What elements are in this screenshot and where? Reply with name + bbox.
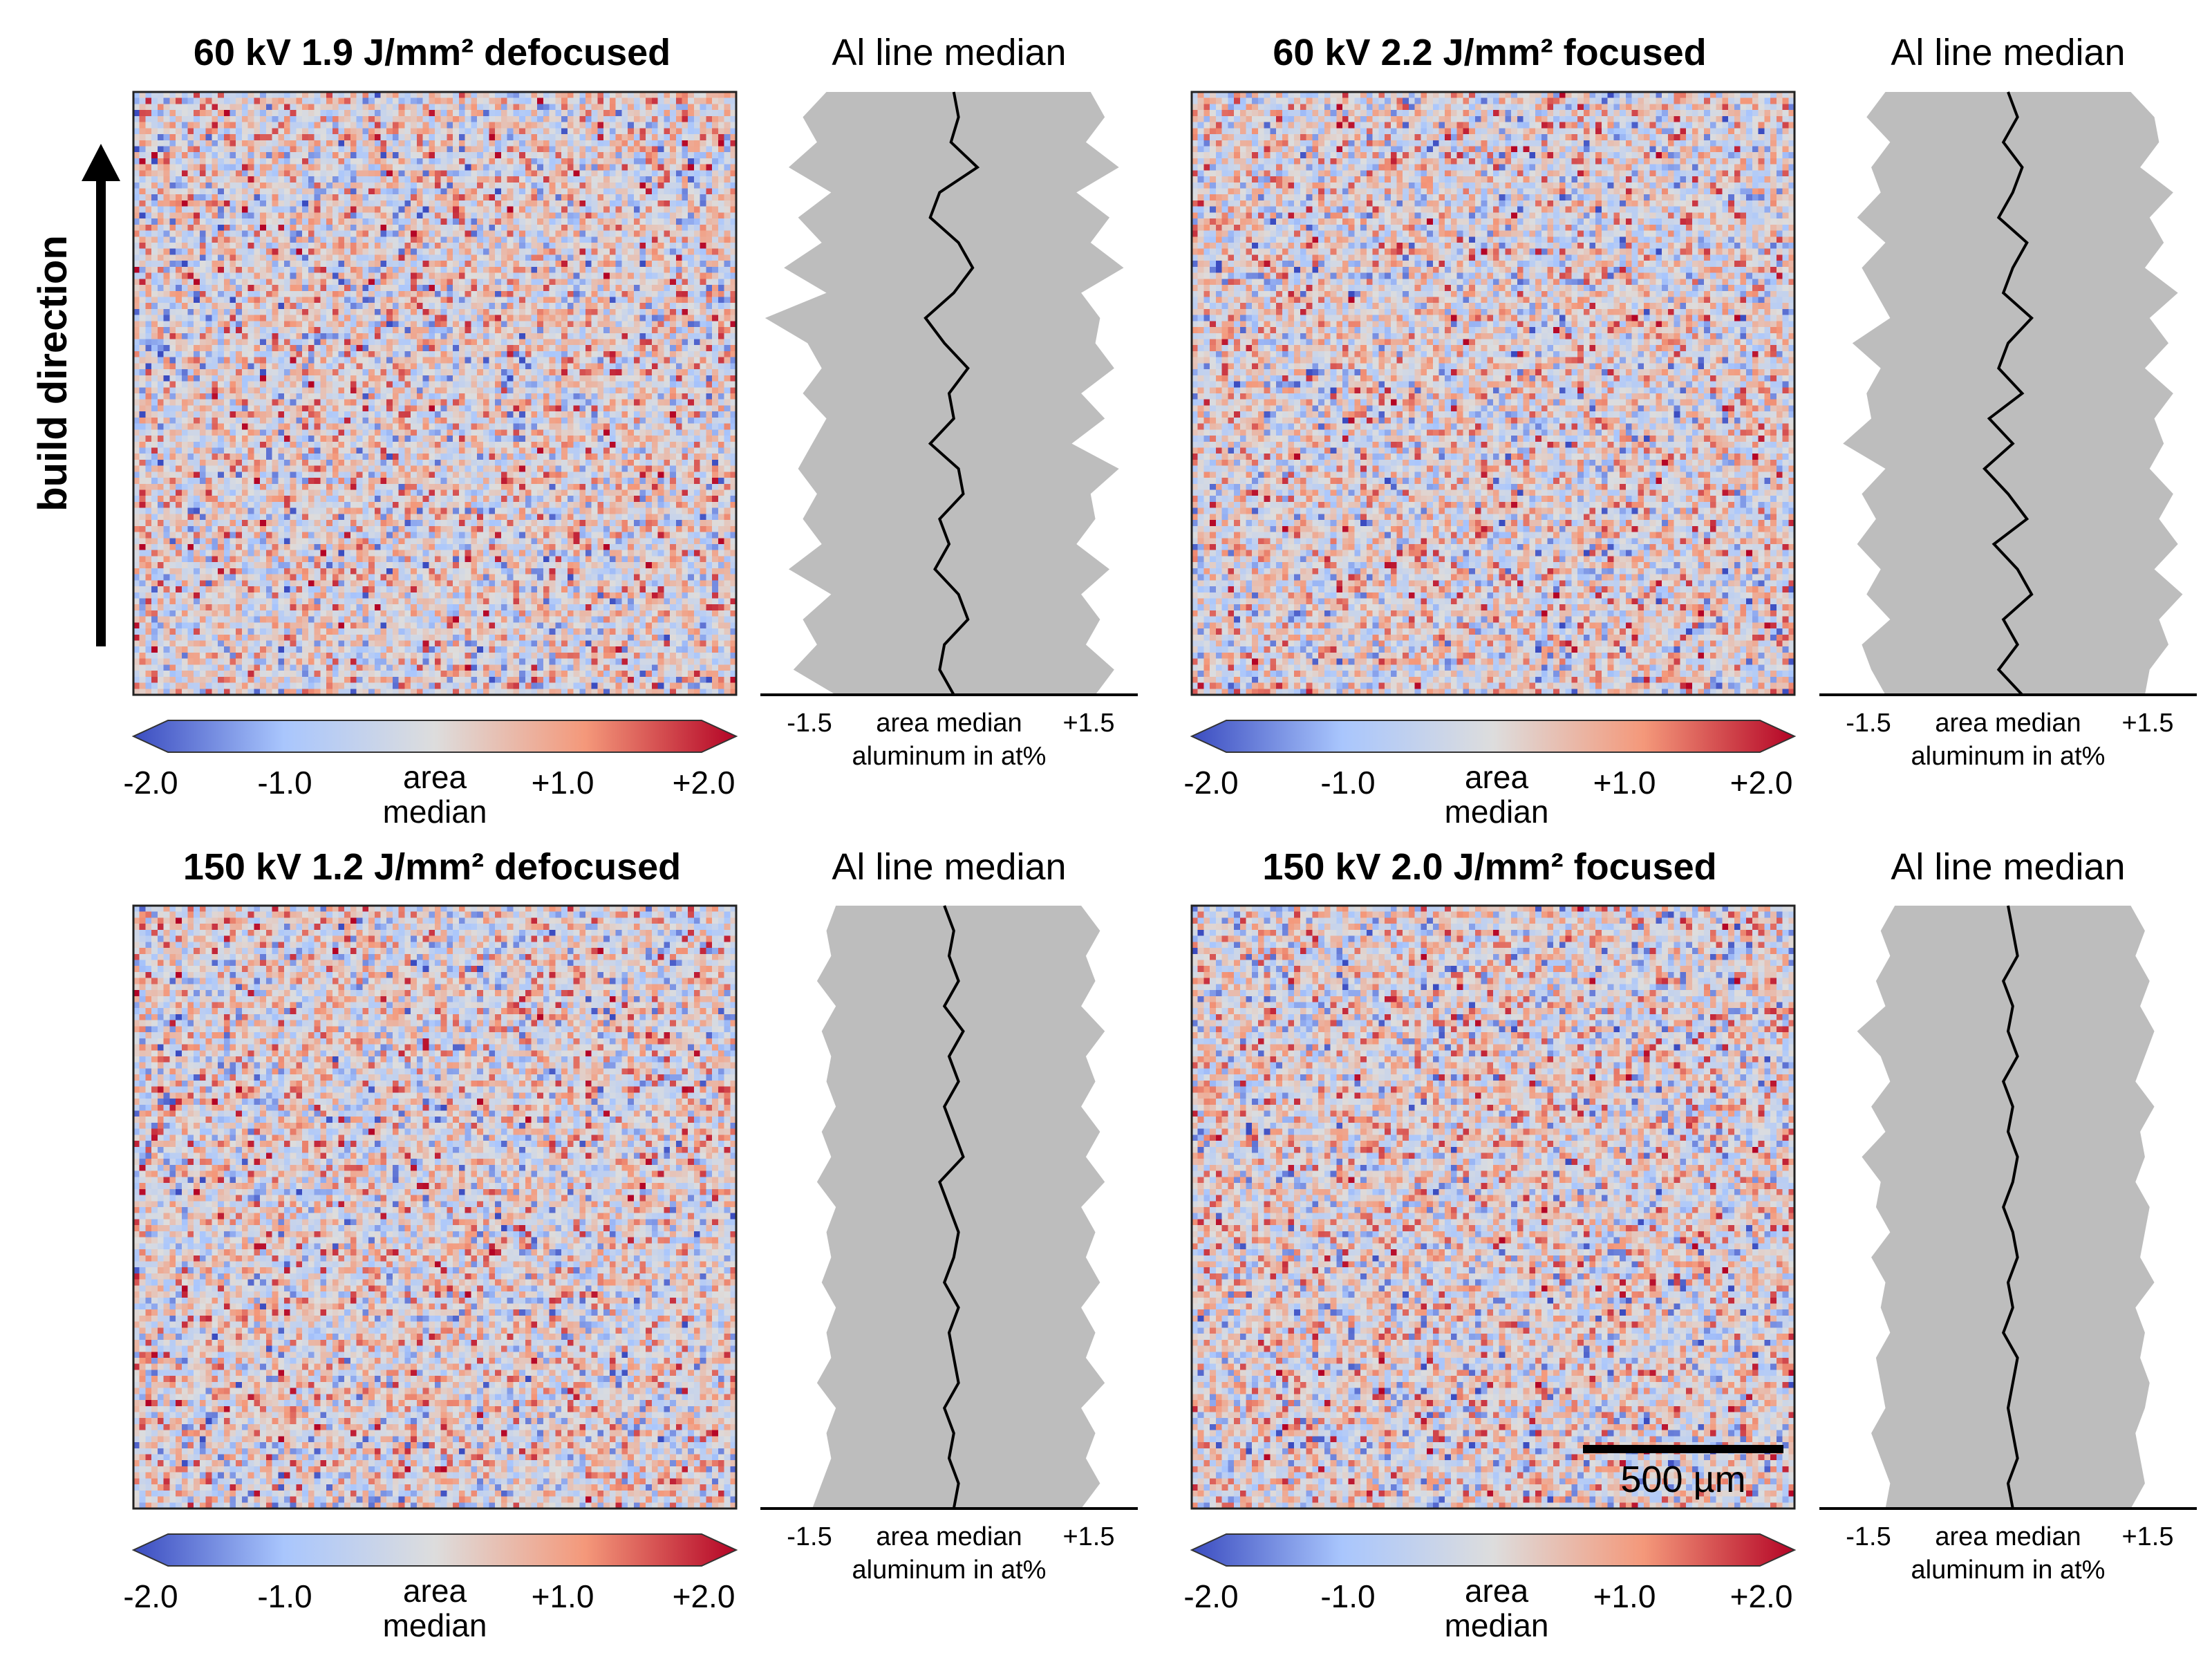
colorbar-tick-0-4: +2.0 — [673, 765, 735, 801]
colorbar-tick-2-2b: median — [383, 1607, 487, 1643]
profile-plot-2 — [812, 905, 1105, 1509]
colorbar-tick-1-2b: median — [1445, 794, 1549, 830]
heatmap-title-1: 60 kV 2.2 J/mm² focused — [1273, 32, 1706, 73]
heatmap-frame-0 — [132, 91, 738, 696]
profile-band-1 — [1843, 92, 2183, 695]
colorbar-tick-2-0: -2.0 — [123, 1578, 178, 1614]
profile-tick-high-1: +1.5 — [2121, 709, 2173, 738]
profile-band-0 — [765, 92, 1124, 695]
profile-xlabel-0: aluminum in at% — [852, 742, 1047, 771]
profile-median-line-0 — [924, 91, 980, 695]
profile-band-2 — [812, 906, 1105, 1509]
profile-tick-center-3: area median — [1935, 1522, 2081, 1551]
colorbar-tick-0-1: -1.0 — [257, 765, 312, 801]
colorbar-tick-3-2: area — [1465, 1573, 1528, 1609]
heatmap-1 — [1192, 92, 1794, 695]
colorbar-3 — [1190, 1533, 1797, 1567]
heatmap-0 — [133, 92, 736, 695]
profile-plot-0 — [765, 91, 1124, 695]
colorbar-tick-2-4: +2.0 — [673, 1578, 735, 1614]
colorbar-tick-0-0: -2.0 — [123, 765, 178, 801]
profile-tick-high-0: +1.5 — [1062, 709, 1114, 738]
panel-3: 150 kV 2.0 J/mm² focused 500 µm Al line … — [1183, 846, 2197, 1643]
heatmap-image-1 — [1192, 92, 1794, 695]
colorbar-tick-1-1: -1.0 — [1320, 765, 1375, 801]
profile-plot-1 — [1843, 91, 2183, 696]
colorbar-tick-1-3: +1.0 — [1593, 765, 1656, 801]
heatmap-image-0 — [133, 92, 736, 695]
profile-tick-low-2: -1.5 — [787, 1522, 832, 1551]
panel-2: 150 kV 1.2 J/mm² defocused Al line media… — [123, 846, 1138, 1643]
colorbar-tick-3-2b: median — [1445, 1607, 1549, 1643]
colorbar-1 — [1190, 720, 1797, 753]
heatmap-title-3: 150 kV 2.0 J/mm² focused — [1262, 846, 1716, 888]
build-direction-label: build direction — [30, 235, 75, 512]
profile-tick-center-0: area median — [876, 709, 1022, 738]
colorbar-tick-0-2: area — [403, 759, 467, 795]
profile-plot-3 — [1857, 905, 2155, 1509]
colorbar-tick-2-3: +1.0 — [532, 1578, 594, 1614]
colorbar-2 — [131, 1533, 738, 1567]
colorbar-tick-3-0: -2.0 — [1183, 1578, 1238, 1614]
profile-title-2: Al line median — [832, 846, 1066, 888]
colorbar-tick-2-1: -1.0 — [257, 1578, 312, 1614]
profile-xlabel-3: aluminum in at% — [1911, 1556, 2106, 1585]
heatmap-image-3 — [1192, 906, 1794, 1509]
profile-tick-low-1: -1.5 — [1846, 709, 1891, 738]
profile-band-3 — [1857, 906, 2155, 1509]
profile-median-line-1 — [1983, 91, 2034, 696]
profile-title-1: Al line median — [1891, 32, 2125, 73]
build-direction-indicator: build direction — [30, 144, 120, 646]
scale-bar-label: 500 µm — [1620, 1459, 1745, 1500]
colorbar-tick-2-2: area — [403, 1573, 467, 1609]
heatmap-frame-2 — [132, 904, 738, 1510]
colorbar-tick-3-1: -1.0 — [1320, 1578, 1375, 1614]
colorbar-tick-1-4: +2.0 — [1730, 765, 1793, 801]
profile-tick-low-3: -1.5 — [1846, 1522, 1891, 1551]
heatmap-frame-1 — [1190, 91, 1796, 696]
profile-tick-low-0: -1.5 — [787, 709, 832, 738]
colorbar-tick-3-3: +1.0 — [1593, 1578, 1656, 1614]
colorbar-tick-0-3: +1.0 — [532, 765, 594, 801]
colorbar-tick-1-2: area — [1465, 759, 1528, 795]
profile-xlabel-1: aluminum in at% — [1911, 742, 2106, 771]
scale-bar: 500 µm — [1583, 1445, 1783, 1500]
scale-bar-line — [1583, 1445, 1783, 1453]
heatmap-image-2 — [133, 906, 736, 1509]
profile-tick-high-2: +1.5 — [1062, 1522, 1114, 1551]
colorbar-0 — [131, 720, 738, 753]
heatmap-3 — [1192, 906, 1794, 1509]
heatmap-title-0: 60 kV 1.9 J/mm² defocused — [194, 32, 671, 73]
heatmap-2 — [133, 906, 736, 1509]
profile-xlabel-2: aluminum in at% — [852, 1556, 1047, 1585]
profile-title-3: Al line median — [1891, 846, 2125, 888]
profile-median-line-3 — [2001, 905, 2019, 1509]
profile-tick-center-2: area median — [876, 1522, 1022, 1551]
build-direction-arrow-head — [82, 144, 120, 181]
heatmap-title-2: 150 kV 1.2 J/mm² defocused — [183, 846, 681, 888]
colorbar-tick-1-0: -2.0 — [1183, 765, 1238, 801]
profile-median-line-2 — [938, 905, 965, 1509]
profile-tick-high-3: +1.5 — [2121, 1522, 2173, 1551]
colorbar-tick-0-2b: median — [383, 794, 487, 830]
panel-0: 60 kV 1.9 J/mm² defocused Al line median… — [123, 32, 1138, 830]
heatmap-frame-3 — [1190, 904, 1796, 1510]
profile-title-0: Al line median — [832, 32, 1066, 73]
panel-1: 60 kV 2.2 J/mm² focused Al line median -… — [1183, 32, 2197, 830]
colorbar-tick-3-4: +2.0 — [1730, 1578, 1793, 1614]
profile-tick-center-1: area median — [1935, 709, 2081, 738]
